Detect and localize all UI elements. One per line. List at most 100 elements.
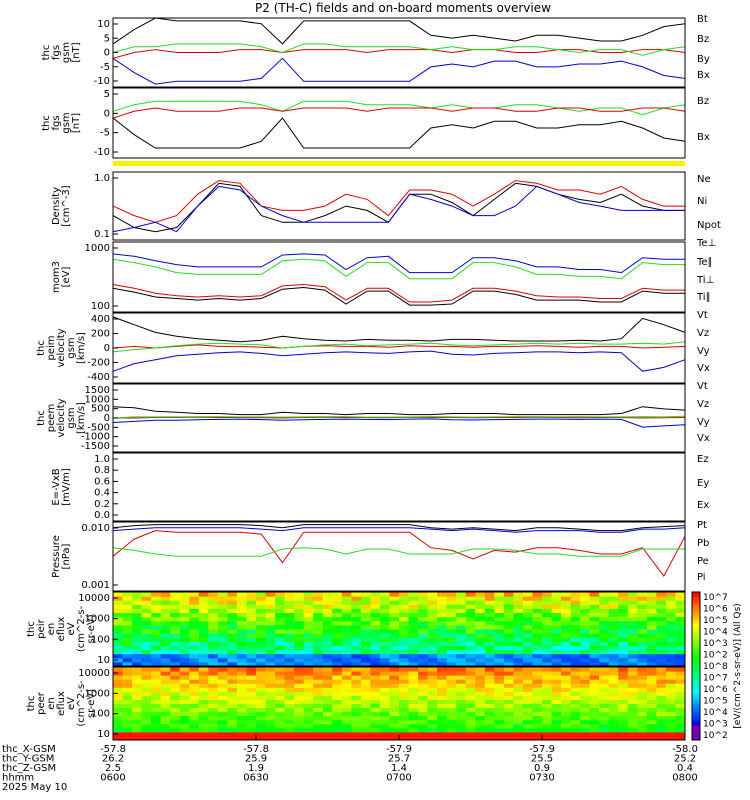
heatmap-cell (532, 707, 543, 713)
heatmap-cell (246, 727, 257, 733)
heatmap-cell (208, 633, 219, 638)
y-axis-label: [eV] (61, 267, 72, 288)
heatmap-cell (198, 667, 209, 672)
heatmap-cell (256, 667, 267, 672)
heatmap-cell (113, 731, 124, 737)
heatmap-cell (608, 633, 619, 638)
heatmap-cell (570, 719, 581, 725)
heatmap-cell (665, 592, 676, 597)
colorbar-cell (692, 735, 700, 739)
heatmap-cell (275, 624, 286, 630)
heatmap-cell (665, 641, 676, 646)
heatmap-cell (379, 645, 390, 651)
series-line-Ti_blue (112, 253, 685, 274)
y-axis-label: [nPa] (61, 543, 72, 569)
heatmap-cell (675, 727, 686, 733)
heatmap-cell (303, 641, 314, 646)
heatmap-cell (475, 719, 486, 725)
heatmap-cell (542, 735, 553, 741)
heatmap-cell (389, 735, 400, 741)
heatmap-cell (465, 723, 476, 729)
heatmap-cell (208, 675, 219, 680)
heatmap-cell (627, 727, 638, 733)
heatmap-cell (484, 671, 495, 676)
heatmap-cell (494, 604, 505, 609)
heatmap-cell (494, 715, 505, 721)
heatmap-cell (513, 687, 524, 692)
heatmap-cell (427, 683, 438, 688)
heatmap-cell (494, 727, 505, 733)
y-axis-label: [km/s] (76, 402, 87, 434)
heatmap-cell (132, 731, 143, 737)
heatmap-cell (437, 675, 448, 680)
heatmap-cell (141, 723, 152, 729)
heatmap-cell (618, 624, 629, 630)
heatmap-cell (551, 624, 562, 630)
heatmap-cell (303, 657, 314, 663)
heatmap-cell (284, 703, 295, 709)
heatmap-cell (170, 641, 181, 646)
heatmap-cell (542, 711, 553, 717)
heatmap-cell (589, 731, 600, 737)
heatmap-cell (618, 679, 629, 684)
heatmap-cell (151, 657, 162, 663)
heatmap-cell (370, 661, 381, 667)
heatmap-cell (589, 723, 600, 729)
heatmap-cell (618, 687, 629, 692)
heatmap-cell (160, 641, 171, 646)
heatmap-cell (561, 653, 572, 659)
heatmap-cell (570, 600, 581, 605)
heatmap-cell (599, 703, 610, 709)
heatmap-cell (522, 711, 533, 717)
heatmap-cell (494, 695, 505, 700)
x-row-name: thc_X-GSM (2, 744, 56, 755)
heatmap-cell (456, 675, 467, 680)
heatmap-cell (551, 608, 562, 614)
heatmap-cell (122, 645, 133, 651)
heatmap-cell (217, 731, 228, 737)
heatmap-cell (494, 699, 505, 704)
heatmap-cell (408, 691, 419, 696)
heatmap-cell (379, 679, 390, 684)
heatmap-cell (256, 620, 267, 626)
heatmap-cell (437, 703, 448, 709)
heatmap-cell (627, 711, 638, 717)
heatmap-cell (141, 649, 152, 655)
heatmap-cell (446, 667, 457, 672)
heatmap-cell (675, 608, 686, 614)
heatmap-cell (351, 719, 362, 725)
heatmap-cell (465, 667, 476, 672)
heatmap-cell (551, 645, 562, 651)
heatmap-cell (399, 703, 410, 709)
heatmap-cell (513, 703, 524, 709)
heatmap-cell (456, 592, 467, 597)
heatmap-cell (370, 735, 381, 741)
heatmap-cell (665, 707, 676, 713)
heatmap-cell (198, 679, 209, 684)
legend-entry: Vy (697, 417, 710, 428)
heatmap-cell (313, 683, 324, 688)
heatmap-cell (532, 612, 543, 618)
heatmap-cell (189, 592, 200, 597)
heatmap-cell (646, 661, 657, 667)
heatmap-cell (475, 683, 486, 688)
heatmap-cell (532, 731, 543, 737)
heatmap-cell (408, 600, 419, 605)
heatmap-cell (256, 683, 267, 688)
heatmap-cell (341, 657, 352, 663)
heatmap-cell (608, 731, 619, 737)
heatmap-cell (313, 645, 324, 651)
heatmap-cell (532, 645, 543, 651)
heatmap-cell (227, 675, 238, 680)
heatmap-cell (236, 596, 247, 601)
heatmap-cell (675, 649, 686, 655)
heatmap-cell (551, 592, 562, 597)
heatmap-cell (513, 723, 524, 729)
heatmap-cell (665, 661, 676, 667)
heatmap-cell (141, 707, 152, 713)
heatmap-cell (503, 719, 514, 725)
heatmap-cell (303, 719, 314, 725)
heatmap-cell (332, 620, 343, 626)
heatmap-cell (284, 661, 295, 667)
